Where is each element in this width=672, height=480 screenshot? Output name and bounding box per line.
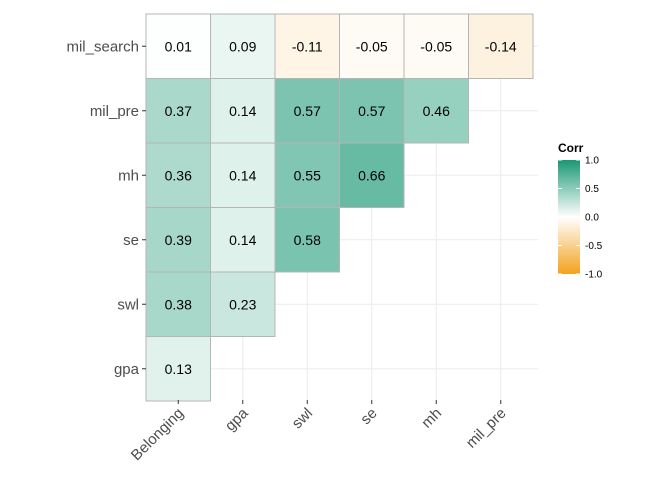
cell-value-label: 0.38 [165,296,192,312]
y-tick-label-mh: mh [118,167,139,184]
heatmap-cell-se-belonging [145,207,211,273]
heatmap-cell-mil-pre-belonging [145,78,211,144]
cell-value-label: 0.36 [165,167,192,183]
heatmap-cell-mil-search-gpa [210,13,276,79]
heatmap-cell-mil-pre-swl [274,78,340,144]
legend-break-label: 0.0 [585,213,599,224]
legend-title: Corr [558,141,584,155]
cell-value-label: 0.57 [294,103,321,119]
cell-value-label: 0.46 [423,103,450,119]
cell-value-label: 0.37 [165,103,192,119]
cell-value-label: -0.05 [356,38,388,54]
x-tick-label-gpa: gpa [222,404,252,434]
cell-value-label: 0.23 [229,296,256,312]
heatmap-cells: 0.01 0.09 -0.11 -0.05 -0.05 -0.14 0.37 0.14 0.57… [145,13,534,402]
x-axis: Belonging gpa swl se mh mil_pre [128,400,510,464]
x-tick-label-swl: swl [289,405,316,432]
heatmap-cell-se-swl [274,207,340,273]
cell-value-label: 0.14 [229,167,256,183]
cell-value-label: 0.55 [294,167,321,183]
legend-colorbar [558,160,580,274]
legend: Corr 1.0 0.5 0.0 -0.5 -1.0 [558,141,603,281]
cell-value-label: -0.11 [292,38,323,54]
x-tick-label-se: se [357,405,380,428]
heatmap-cell-mh-se [339,142,405,208]
x-tick-label-belonging: Belonging [128,405,187,464]
cell-value-label: 0.14 [229,103,256,119]
cell-value-label: 0.01 [165,38,192,54]
heatmap-cell-mil-pre-se [339,78,405,144]
cell-value-label: 0.57 [358,103,385,119]
y-tick-label-mil-pre: mil_pre [90,103,139,120]
heatmap-cell-mil-pre-mh [403,78,469,144]
heatmap-cell-swl-gpa [210,271,276,337]
cell-value-label: 0.09 [229,38,256,54]
legend-break-label: -1.0 [585,270,603,281]
heatmap-cell-mil-search-belonging [145,13,211,79]
legend-ticks: 1.0 0.5 0.0 -0.5 -1.0 [558,156,603,281]
cell-value-label: 0.58 [294,232,321,248]
cell-value-label: 0.66 [358,167,385,183]
heatmap-cell-se-gpa [210,207,276,273]
cell-value-label: -0.14 [485,38,517,54]
cell-value-label: 0.14 [229,232,256,248]
y-tick-label-gpa: gpa [114,361,140,378]
cell-value-label: -0.05 [420,38,452,54]
cell-value-label: 0.39 [165,232,192,248]
x-tick-label-mil-pre: mil_pre [463,405,510,452]
y-tick-label-se: se [123,232,139,249]
y-tick-label-swl: swl [117,296,139,313]
y-tick-label-mil-search: mil_search [66,38,139,55]
legend-break-label: 1.0 [585,156,599,167]
legend-break-label: 0.5 [585,184,599,195]
heatmap-cell-mil-search-swl [274,13,340,79]
heatmap-cell-mh-belonging [145,142,211,208]
legend-break-label: -0.5 [585,241,603,252]
heatmap-cell-mil-search-mil-pre [468,13,534,79]
x-tick-label-mh: mh [418,405,445,432]
cell-value-label: 0.13 [165,361,192,377]
heatmap-cell-mil-search-se [339,13,405,79]
